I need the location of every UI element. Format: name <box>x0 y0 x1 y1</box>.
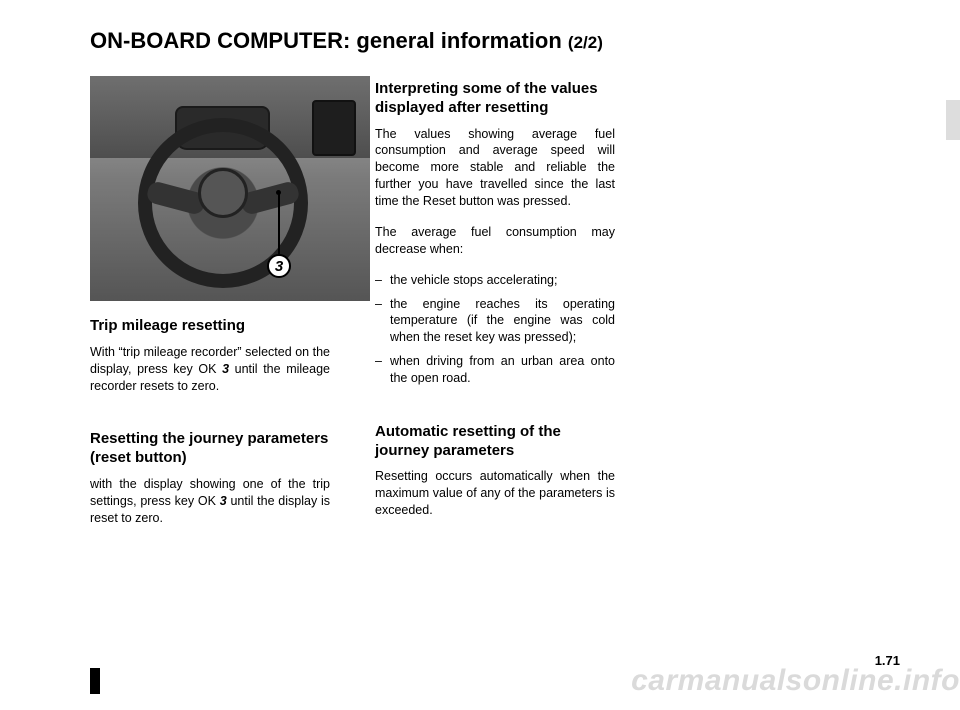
manual-page: ON-BOARD COMPUTER: general information (… <box>0 0 960 710</box>
title-part: (2/2) <box>568 33 603 52</box>
para-journey-reset: with the display showing one of the trip… <box>90 476 330 527</box>
heading-auto-reset: Automatic resetting of the journey param… <box>375 423 615 461</box>
heading-trip-reset: Trip mileage resetting <box>90 317 330 336</box>
list-item: the engine reaches its operating tempera… <box>375 296 615 347</box>
wheel-hub-icon <box>198 168 248 218</box>
callout-marker: 3 <box>267 254 291 278</box>
para-interpret-2: The average fuel consumption may decreas… <box>375 224 615 258</box>
para-auto-reset: Resetting occurs automatically when the … <box>375 468 615 519</box>
empty-column <box>660 76 900 541</box>
text-reset-key: 3 <box>220 494 227 508</box>
para-interpret-1: The values showing average fuel consumpt… <box>375 126 615 210</box>
heading-journey-reset: Resetting the journey parameters (reset … <box>90 430 330 468</box>
figure-dashboard: 40895 3 <box>90 76 370 301</box>
watermark: carmanualsonline.info <box>631 664 960 698</box>
bullet-list: the vehicle stops accelerating; the engi… <box>375 272 615 387</box>
list-item: when driving from an urban area onto the… <box>375 353 615 387</box>
footer-mark-icon <box>90 668 100 694</box>
callout-line <box>278 192 280 258</box>
heading-interpret: Interpreting some of the values displaye… <box>375 80 615 118</box>
title-main: ON-BOARD COMPUTER: general information <box>90 28 568 53</box>
para-trip-reset: With “trip mileage recorder” selected on… <box>90 344 330 395</box>
page-title: ON-BOARD COMPUTER: general information (… <box>90 28 900 54</box>
center-screen-icon <box>312 100 356 156</box>
callout-label: 3 <box>275 259 283 274</box>
text-trip-key: 3 <box>222 362 229 376</box>
side-tab <box>946 100 960 140</box>
spacer <box>90 408 330 426</box>
spacer <box>375 401 615 419</box>
left-column: 40895 3 Trip mileage resetting With “tri… <box>90 76 330 541</box>
list-item: the vehicle stops accelerating; <box>375 272 615 289</box>
content-columns: 40895 3 Trip mileage resetting With “tri… <box>90 76 900 541</box>
right-column: Interpreting some of the values displaye… <box>375 76 615 541</box>
